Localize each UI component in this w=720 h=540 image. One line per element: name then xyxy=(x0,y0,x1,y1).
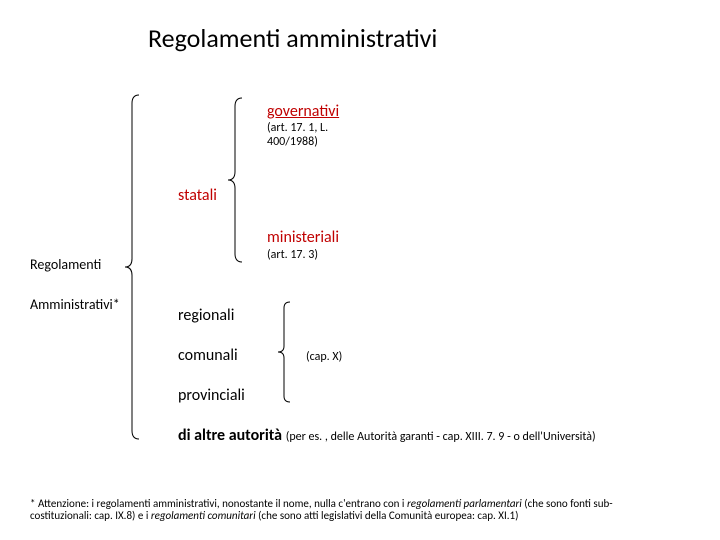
node-comunali: comunali xyxy=(178,346,238,365)
node-regionali: regionali xyxy=(178,306,234,325)
node-ministeriali: ministeriali xyxy=(267,228,339,247)
altre-rest: (per es. , delle Autorità garanti - cap.… xyxy=(286,430,596,444)
brace-main xyxy=(125,95,139,439)
fn-mid1: (che sono fonti sub- xyxy=(522,497,613,510)
altre-bold: di altre autorità xyxy=(178,426,286,445)
page-title: Regolamenti amministrativi xyxy=(148,22,437,54)
node-ministeriali-note: (art. 17. 3) xyxy=(267,248,318,262)
fn-ital2: regolamenti comunitari xyxy=(151,509,256,522)
node-statali: statali xyxy=(178,186,217,205)
node-governativi-note: (art. 17. 1, L. 400/1988) xyxy=(267,121,328,149)
node-comunali-note: (cap. X) xyxy=(306,350,342,364)
node-governativi: governativi xyxy=(267,102,339,121)
node-provinciali: provinciali xyxy=(178,386,245,405)
footnote: * Attenzione: i regolamenti amministrati… xyxy=(30,498,613,522)
gov-note-l2: 400/1988) xyxy=(267,135,318,149)
fn-ital1: regolamenti parlamentari xyxy=(407,497,522,510)
gov-note-l1: (art. 17. 1, L. xyxy=(267,121,328,135)
fn-line2a: costituzionali: cap. IX.8) e i xyxy=(30,509,151,522)
root-label-2: Amministrativi* xyxy=(30,296,120,313)
node-altre-autorita: di altre autorità (per es. , delle Autor… xyxy=(178,426,596,445)
brace-statali xyxy=(228,98,242,262)
fn-prefix: * Attenzione: i regolamenti amministrati… xyxy=(30,497,407,510)
root-label-1: Regolamenti xyxy=(30,256,101,273)
fn-line2b: (che sono atti legislativi della Comunit… xyxy=(256,509,519,522)
brace-middle xyxy=(278,302,290,402)
